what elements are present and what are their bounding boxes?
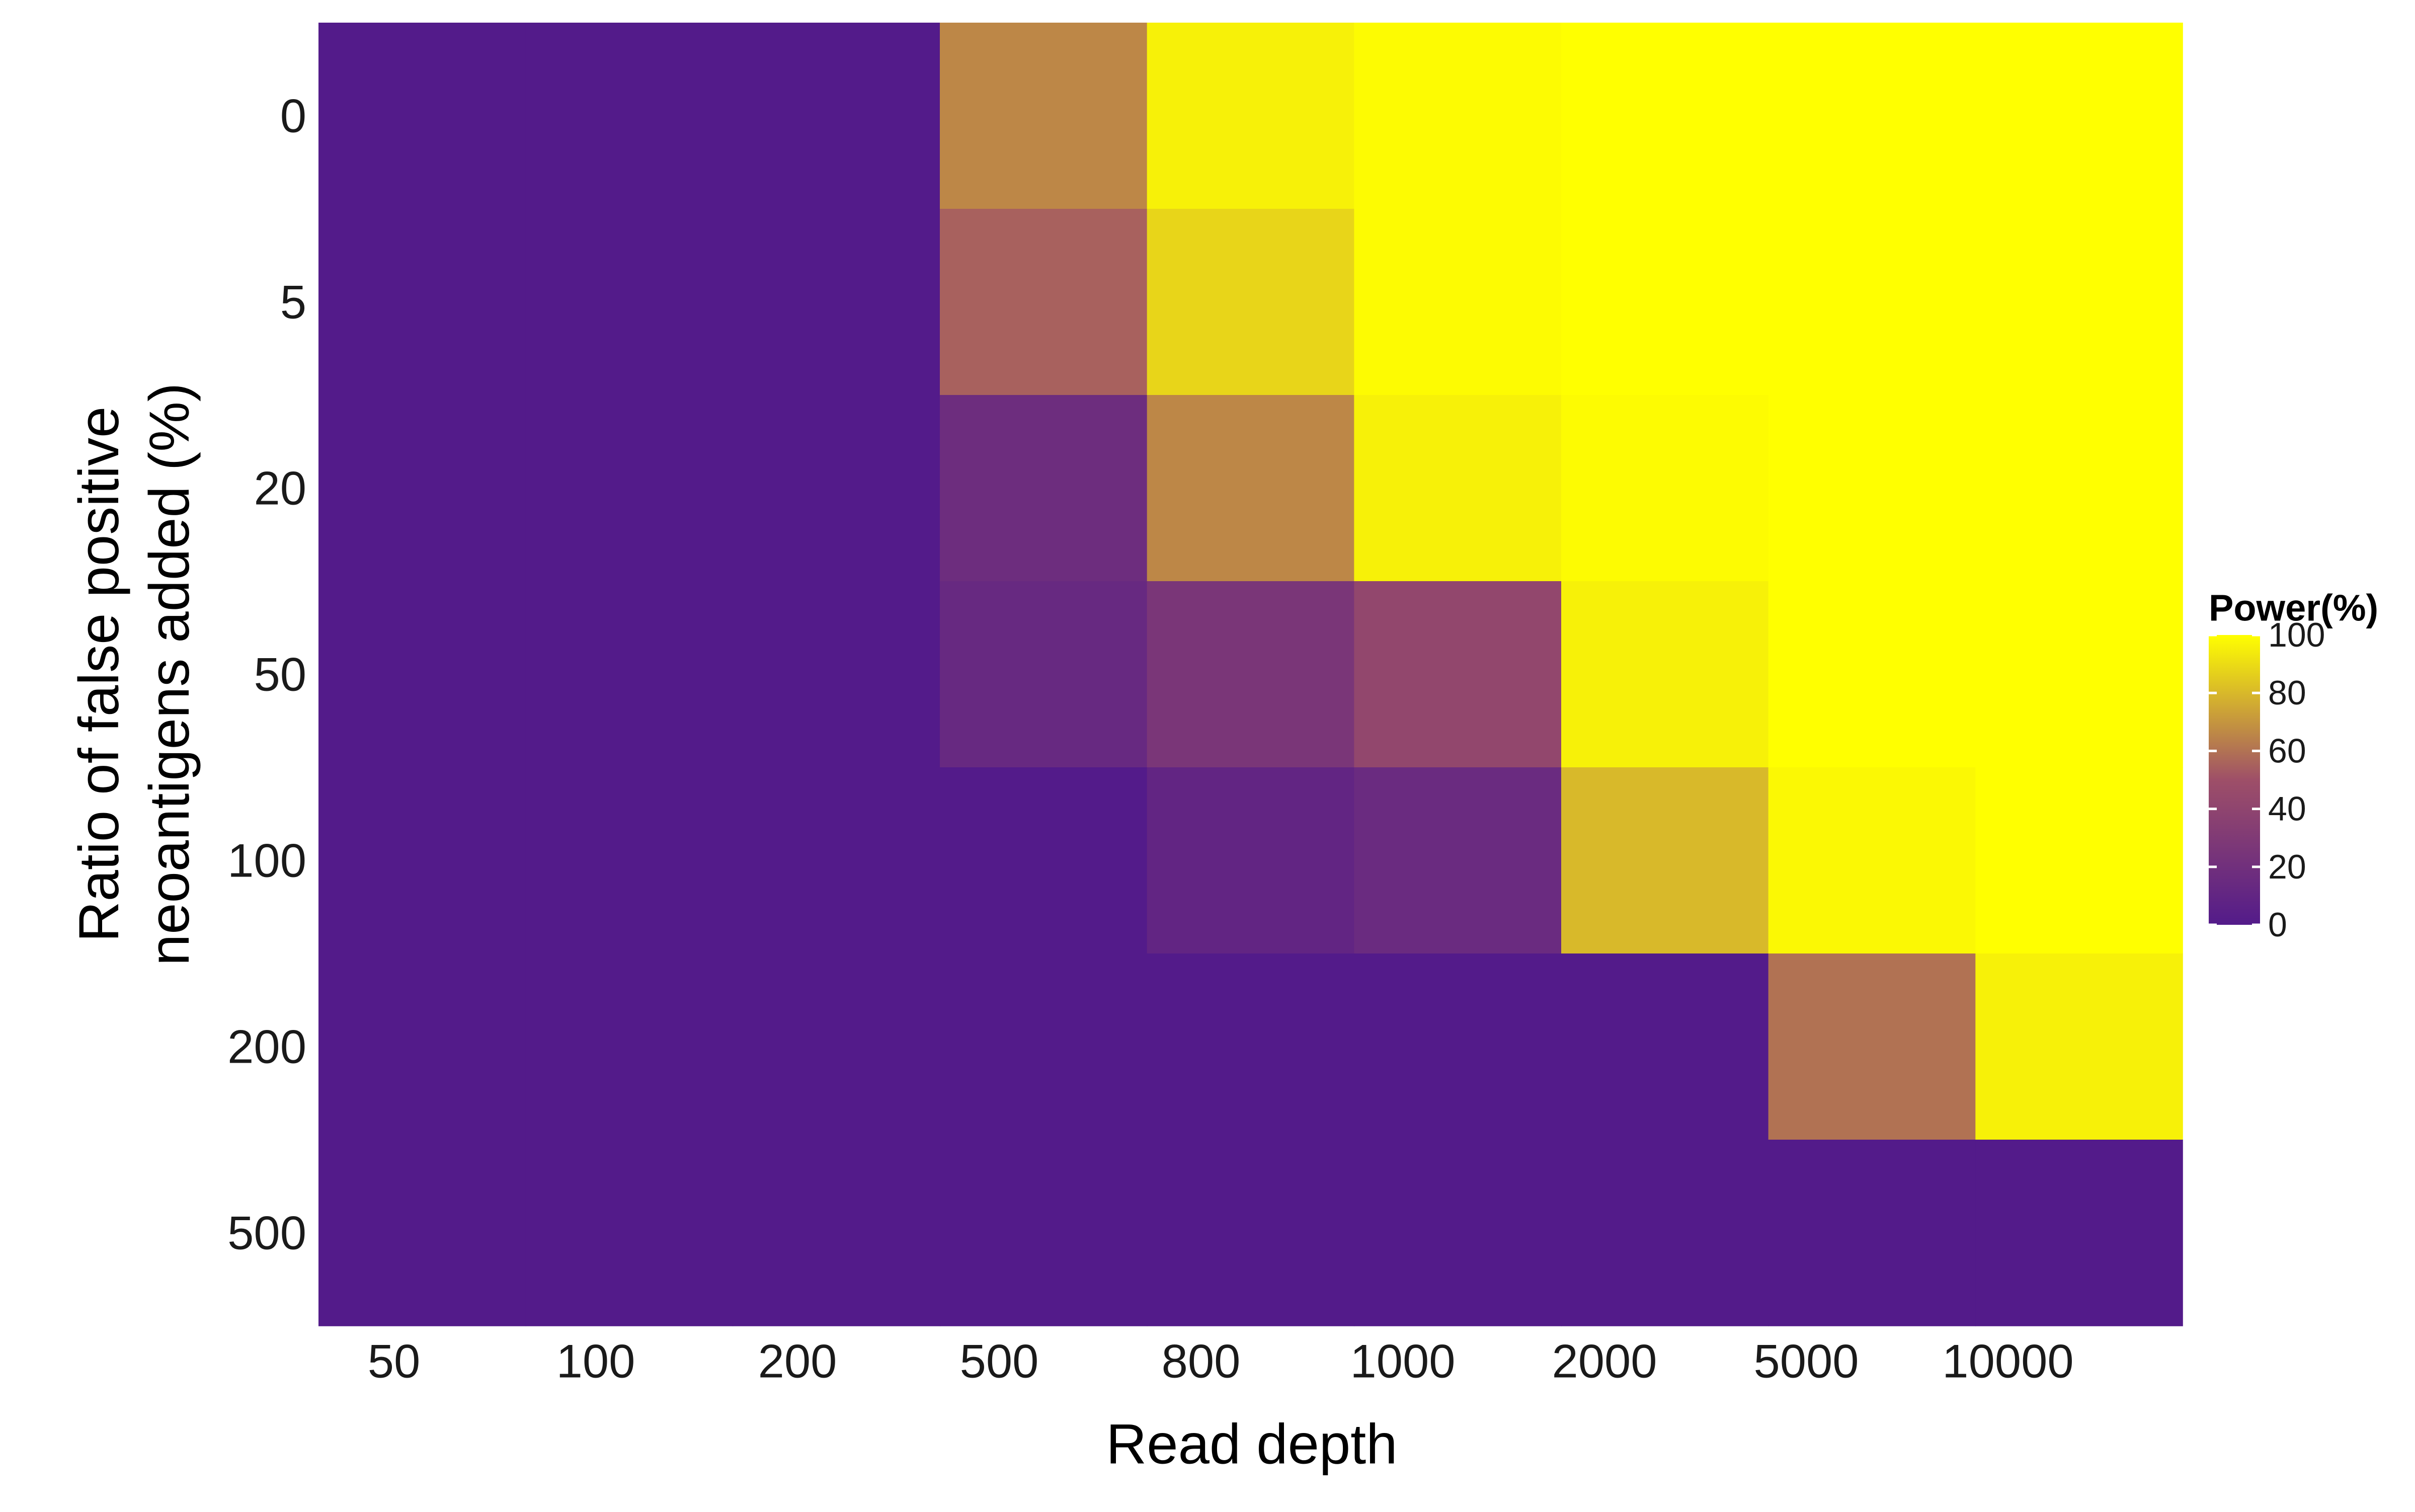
heatmap-cell-100-800 [1147, 767, 1355, 954]
y-tick-label-50: 50 [254, 648, 306, 701]
heatmap-cell-500-5000 [1768, 1140, 1976, 1326]
heatmap-cell-5-2000 [1561, 209, 1769, 395]
y-tick-label-5: 5 [280, 276, 306, 329]
heatmap-cell-200-800 [1147, 953, 1355, 1140]
heatmap-cell-500-200 [733, 1140, 940, 1326]
heatmap-cell-0-5000 [1768, 23, 1976, 209]
legend-colorbar [2209, 635, 2260, 925]
y-axis-title-line-1: Ratio of false positive [67, 407, 130, 942]
heatmap-cell-20-500 [940, 395, 1148, 582]
y-tick-label-500: 500 [227, 1207, 306, 1259]
heatmap-cell-50-10000 [1975, 581, 2183, 768]
heatmap-cell-200-1000 [1354, 953, 1562, 1140]
heatmap-cell-5-5000 [1768, 209, 1976, 395]
heatmap-cell-50-800 [1147, 581, 1355, 768]
y-tick-label-20: 20 [254, 462, 306, 515]
heatmap-cell-0-500 [940, 23, 1148, 209]
x-tick-label-200: 200 [758, 1335, 837, 1388]
y-tick-label-0: 0 [280, 90, 306, 142]
heatmap-cell-5-1000 [1354, 209, 1562, 395]
y-tick-label-100: 100 [227, 834, 306, 887]
heatmap-cell-50-200 [733, 581, 940, 768]
heatmap-cell-20-800 [1147, 395, 1355, 582]
heatmap-cell-5-100 [525, 209, 734, 395]
legend-tick-label-100: 100 [2268, 616, 2325, 654]
heatmap-cell-200-50 [318, 953, 526, 1140]
x-tick-label-1000: 1000 [1350, 1335, 1455, 1388]
heatmap-cell-50-50 [318, 581, 526, 768]
heatmap-cell-200-100 [525, 953, 734, 1140]
x-tick-label-50: 50 [368, 1335, 421, 1388]
heatmap-cell-20-5000 [1768, 395, 1976, 582]
x-axis-tick-labels: 50 100 200 500 800 1000 2000 5000 10000 [368, 1335, 2074, 1388]
x-tick-label-10000: 10000 [1942, 1335, 2073, 1388]
heatmap-cell-100-10000 [1975, 767, 2183, 954]
heatmap-cell-0-10000 [1975, 23, 2183, 209]
heatmap-cell-0-800 [1147, 23, 1355, 209]
heatmap-cells [318, 23, 2183, 1326]
heatmap-cell-500-1000 [1354, 1140, 1562, 1326]
heatmap-cell-100-2000 [1561, 767, 1769, 954]
heatmap-cell-0-2000 [1561, 23, 1769, 209]
y-tick-label-200: 200 [227, 1020, 306, 1073]
heatmap-cell-200-500 [940, 953, 1148, 1140]
x-tick-label-500: 500 [960, 1335, 1039, 1388]
heatmap-cell-100-100 [525, 767, 734, 954]
heatmap-cell-5-800 [1147, 209, 1355, 395]
heatmap-cell-20-200 [733, 395, 940, 582]
heatmap-cell-500-2000 [1561, 1140, 1769, 1326]
heatmap-cell-200-5000 [1768, 953, 1976, 1140]
heatmap-cell-50-1000 [1354, 581, 1562, 768]
legend-tick-label-20: 20 [2268, 848, 2306, 886]
legend-tick-label-0: 0 [2268, 906, 2287, 944]
x-tick-label-100: 100 [556, 1335, 635, 1388]
heatmap-cell-20-1000 [1354, 395, 1562, 582]
heatmap-cell-100-500 [940, 767, 1148, 954]
heatmap-cell-100-50 [318, 767, 526, 954]
y-axis-title-line-2: neoantigens added (%) [138, 383, 201, 966]
heatmap-cell-200-2000 [1561, 953, 1769, 1140]
heatmap-cell-500-800 [1147, 1140, 1355, 1326]
heatmap-cell-100-200 [733, 767, 940, 954]
heatmap-cell-0-200 [733, 23, 940, 209]
heatmap-cell-100-1000 [1354, 767, 1562, 954]
legend-title: Power(%) [2209, 587, 2378, 629]
heatmap-cell-5-500 [940, 209, 1148, 395]
x-tick-label-2000: 2000 [1552, 1335, 1657, 1388]
heatmap-cell-500-500 [940, 1140, 1148, 1326]
heatmap-cell-50-2000 [1561, 581, 1769, 768]
heatmap-cell-0-100 [525, 23, 734, 209]
heatmap-cell-0-1000 [1354, 23, 1562, 209]
heatmap-cell-50-100 [525, 581, 734, 768]
heatmap-cell-50-5000 [1768, 581, 1976, 768]
x-tick-label-800: 800 [1162, 1335, 1241, 1388]
heatmap-cell-200-200 [733, 953, 940, 1140]
y-axis-tick-labels: 0 5 20 50 100 200 500 [227, 90, 306, 1259]
x-axis-title: Read depth [1106, 1413, 1397, 1476]
heatmap-cell-500-100 [525, 1140, 734, 1326]
legend-tick-label-40: 40 [2268, 790, 2306, 828]
heatmap-cell-5-50 [318, 209, 526, 395]
legend-tick-label-80: 80 [2268, 674, 2306, 712]
heatmap-cell-20-10000 [1975, 395, 2183, 582]
heatmap-cell-5-200 [733, 209, 940, 395]
heatmap-cell-20-2000 [1561, 395, 1769, 582]
x-tick-label-5000: 5000 [1753, 1335, 1859, 1388]
heatmap-cell-50-500 [940, 581, 1148, 768]
heatmap-cell-20-50 [318, 395, 526, 582]
heatmap-cell-500-50 [318, 1140, 526, 1326]
legend: Power(%) 0 20 40 60 80 100 [2209, 587, 2378, 944]
heatmap-cell-5-10000 [1975, 209, 2183, 395]
legend-tick-label-60: 60 [2268, 732, 2306, 770]
y-axis-title: Ratio of false positive neoantigens added… [67, 383, 201, 966]
axis-titles: Read depth Ratio of false positive neoant… [67, 383, 1398, 1476]
heatmap-cell-500-10000 [1975, 1140, 2183, 1326]
heatmap-cell-20-100 [525, 395, 734, 582]
heatmap-cell-200-10000 [1975, 953, 2183, 1140]
heatmap-cell-0-50 [318, 23, 526, 209]
heatmap-cell-100-5000 [1768, 767, 1976, 954]
